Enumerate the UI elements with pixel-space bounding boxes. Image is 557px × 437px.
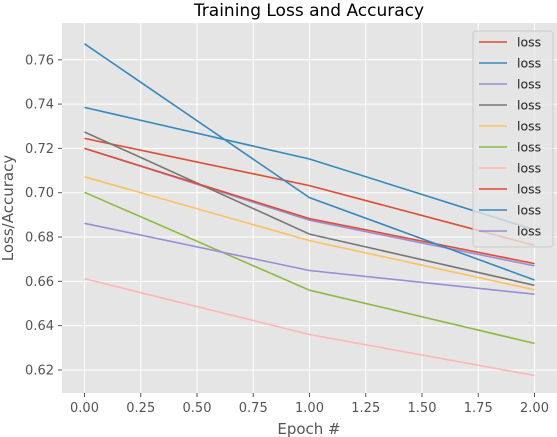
series-line-7 [84,147,535,265]
x-tick-label: 1.00 [295,401,324,416]
series-line-0 [84,137,535,247]
legend-label: loss [517,35,541,50]
legend-label: loss [517,182,541,197]
y-tick-label: 0.74 [25,98,54,113]
y-tick-label: 0.62 [25,363,54,378]
x-tick-label: 2.00 [520,401,549,416]
y-tick-label: 0.68 [25,231,54,246]
series-line-4 [84,176,535,291]
series-line-1 [84,106,535,231]
series-lines [84,43,535,377]
x-tick-label: 0.75 [239,401,268,416]
x-tick-label: 0.50 [183,401,212,416]
series-line-9 [84,222,535,295]
x-tick-label: 0.25 [126,401,155,416]
series-line-6 [84,277,535,377]
chart-title: Training Loss and Accuracy [193,1,424,21]
x-tick-label: 1.50 [408,401,437,416]
series-line-3 [84,131,535,287]
series-line-8 [84,43,535,281]
legend-label: loss [517,161,541,176]
x-tick-label: 1.25 [351,401,380,416]
legend-label: loss [517,119,541,134]
axis-ticks: 0.00 0.25 0.50 0.75 1.00 1.25 1.50 1.75 2.00 0.62… [25,53,549,416]
series-line-5 [84,191,535,345]
y-tick-label: 0.72 [25,142,54,157]
legend-label: loss [517,98,541,113]
legend-label: loss [517,140,541,155]
legend-label: loss [517,224,541,239]
y-tick-label: 0.76 [25,53,54,68]
y-tick-label: 0.66 [25,275,54,290]
legend: loss loss loss loss loss loss loss loss loss loss [472,30,554,248]
y-axis-label: Loss/Accuracy [0,155,17,262]
legend-box [472,30,554,248]
x-tick-label: 0.00 [70,401,99,416]
x-axis-label: Epoch # [277,420,340,437]
y-tick-label: 0.70 [25,186,54,201]
x-tick-label: 1.75 [464,401,493,416]
y-tick-label: 0.64 [25,319,54,334]
legend-label: loss [517,203,541,218]
legend-label: loss [517,77,541,92]
legend-label: loss [517,56,541,71]
